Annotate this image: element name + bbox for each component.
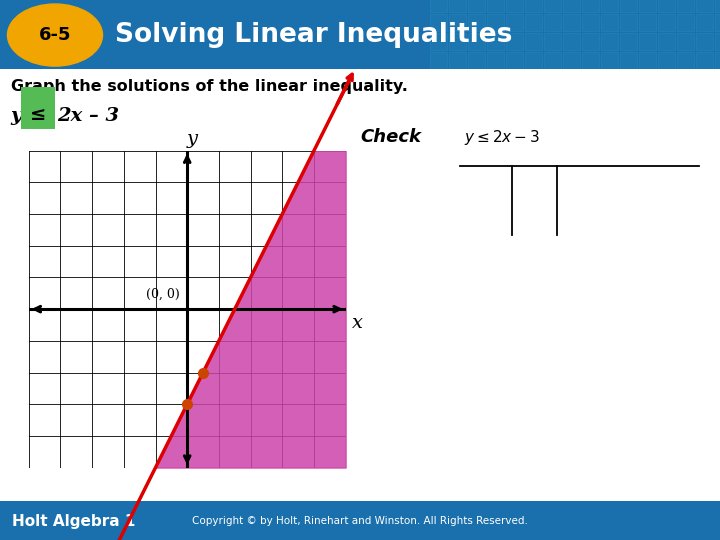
Bar <box>658 33 675 50</box>
Bar <box>639 52 656 69</box>
Bar <box>544 0 561 12</box>
Bar <box>544 33 561 50</box>
Bar <box>563 52 580 69</box>
Bar <box>582 14 599 31</box>
Bar <box>487 0 504 12</box>
Bar <box>525 33 542 50</box>
Ellipse shape <box>7 4 102 66</box>
Bar <box>449 33 466 50</box>
Bar <box>620 0 637 12</box>
Bar <box>639 0 656 12</box>
Bar <box>563 0 580 12</box>
Bar <box>487 52 504 69</box>
Bar <box>696 33 713 50</box>
Bar <box>468 0 485 12</box>
Text: Graph the solutions of the linear inequality.: Graph the solutions of the linear inequa… <box>11 79 408 94</box>
Bar <box>468 33 485 50</box>
Bar <box>639 33 656 50</box>
Text: Check: Check <box>360 129 421 146</box>
Bar <box>620 33 637 50</box>
Text: ≤: ≤ <box>30 105 46 124</box>
Text: Solving Linear Inequalities: Solving Linear Inequalities <box>115 22 513 48</box>
Text: Holt Algebra 1: Holt Algebra 1 <box>12 514 135 529</box>
Bar <box>658 0 675 12</box>
Bar <box>430 14 447 31</box>
Bar <box>639 14 656 31</box>
Bar <box>506 52 523 69</box>
Bar <box>696 0 713 12</box>
Bar <box>677 33 694 50</box>
Bar <box>601 14 618 31</box>
Text: 6-5: 6-5 <box>39 26 71 44</box>
Bar <box>487 33 504 50</box>
Bar <box>468 52 485 69</box>
Bar <box>582 33 599 50</box>
Bar <box>715 14 720 31</box>
Bar <box>696 14 713 31</box>
Bar <box>715 0 720 12</box>
Bar <box>487 14 504 31</box>
Text: 2x – 3: 2x – 3 <box>57 107 119 125</box>
Text: x: x <box>352 314 363 332</box>
Bar <box>658 14 675 31</box>
Bar <box>449 52 466 69</box>
Bar <box>449 14 466 31</box>
Bar <box>677 14 694 31</box>
Bar <box>658 52 675 69</box>
Bar <box>620 14 637 31</box>
Bar <box>506 0 523 12</box>
Bar <box>563 14 580 31</box>
Bar <box>430 33 447 50</box>
Bar <box>430 0 447 12</box>
Text: y: y <box>186 130 197 147</box>
Bar <box>525 0 542 12</box>
Bar <box>525 14 542 31</box>
Bar <box>544 52 561 69</box>
Bar <box>468 14 485 31</box>
Bar <box>506 14 523 31</box>
Bar <box>525 52 542 69</box>
Bar <box>506 33 523 50</box>
Bar <box>582 52 599 69</box>
Bar <box>715 33 720 50</box>
Bar <box>449 0 466 12</box>
Bar <box>544 14 561 31</box>
Text: y: y <box>11 107 22 125</box>
Bar <box>677 52 694 69</box>
Bar <box>715 52 720 69</box>
Bar <box>601 0 618 12</box>
Bar <box>677 0 694 12</box>
Bar <box>620 52 637 69</box>
Text: (0, 0): (0, 0) <box>145 288 179 301</box>
Bar <box>563 33 580 50</box>
Bar <box>696 52 713 69</box>
Bar <box>601 33 618 50</box>
Text: Copyright © by Holt, Rinehart and Winston. All Rights Reserved.: Copyright © by Holt, Rinehart and Winsto… <box>192 516 528 526</box>
Bar <box>582 0 599 12</box>
Text: $y \leq 2x - 3$: $y \leq 2x - 3$ <box>464 129 540 147</box>
FancyBboxPatch shape <box>21 87 55 129</box>
Bar <box>430 52 447 69</box>
Bar <box>601 52 618 69</box>
